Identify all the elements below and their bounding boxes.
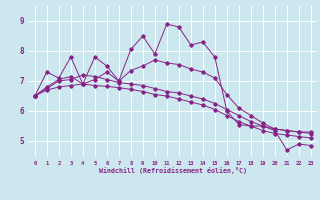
- X-axis label: Windchill (Refroidissement éolien,°C): Windchill (Refroidissement éolien,°C): [99, 167, 247, 174]
